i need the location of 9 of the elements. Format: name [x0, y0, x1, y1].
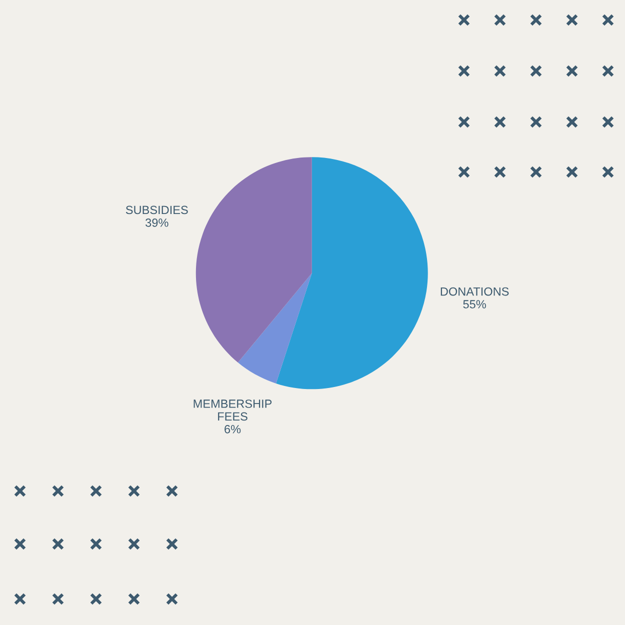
data-label: 39% [146, 218, 168, 227]
pie-slice [196, 157, 312, 363]
slice-label: MEMBERSHIP FEES [194, 400, 272, 421]
slice-label: DONATIONS [440, 287, 509, 296]
data-label: 55% [463, 300, 486, 308]
slice-label: SUBSIDIES [126, 206, 188, 214]
data-label: 6% [224, 424, 241, 434]
pie-slice [238, 273, 312, 384]
pie-slice [276, 157, 428, 390]
